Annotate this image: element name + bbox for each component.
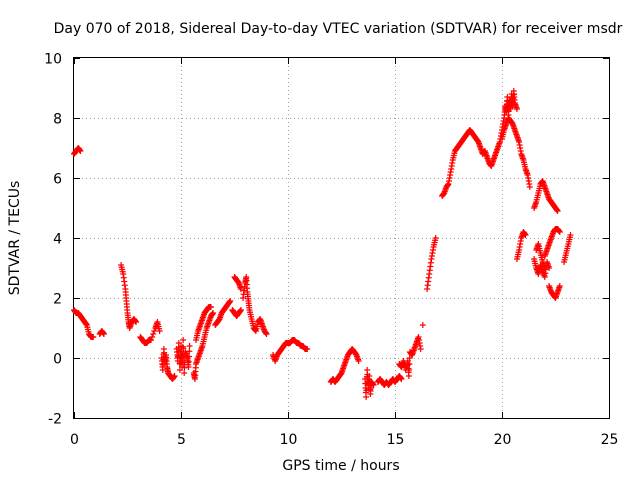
y-tick-label: 4 [53,232,62,248]
data-point [398,376,405,382]
data-point [149,334,156,340]
data-point [181,364,188,371]
y-tick-label: 10 [44,52,62,68]
data-point [304,346,311,352]
data-point [100,331,107,337]
y-axis-label: SDTVAR / TECUs [7,181,23,296]
data-point [567,232,574,238]
data-point [237,286,244,292]
data-point [419,322,426,328]
data-point [556,229,563,235]
data-point [180,337,187,343]
data-point [522,232,529,238]
data-point [156,328,163,334]
data-point [237,307,244,313]
data-point [133,319,140,325]
data-point [513,106,520,112]
data-point [526,184,533,190]
data-point [90,334,97,340]
data-point [263,331,270,337]
x-tick-label: 0 [70,432,79,448]
data-point [207,304,214,310]
data-point [406,367,413,373]
axis-ticks: 0 5 10 15 20 25 -2 0 2 4 6 8 10 [44,52,618,449]
y-tick-label: 2 [53,292,62,308]
y-tick-label: -2 [48,412,62,428]
data-points [71,88,574,400]
y-tick-label: 0 [53,352,62,368]
data-point [77,148,84,154]
data-point [432,235,439,241]
x-tick-label: 25 [601,432,619,448]
data-point [405,373,412,379]
data-point [151,328,158,334]
data-point [171,373,178,379]
data-point [363,394,370,400]
data-point [210,310,217,316]
data-point [227,298,234,304]
grid [74,58,609,418]
data-point [180,345,187,352]
data-point [406,361,413,367]
data-point [556,283,563,289]
data-point [541,265,548,271]
x-tick-label: 20 [494,432,512,448]
data-point [186,343,193,349]
x-tick-label: 15 [387,432,405,448]
plot-frame [73,57,610,419]
x-axis-label: GPS time / hours [282,458,399,474]
data-point [370,382,377,388]
data-point [181,370,188,376]
y-tick-label: 8 [53,112,62,128]
data-point [355,358,362,364]
data-point [185,364,192,370]
data-point [185,358,192,365]
data-point [186,348,193,355]
x-tick-label: 5 [177,432,186,448]
data-point [554,208,561,214]
data-point [148,337,155,343]
data-point [417,346,424,352]
chart-title: Day 070 of 2018, Sidereal Day-to-day VTE… [54,21,623,37]
x-tick-label: 10 [280,432,298,448]
y-tick-label: 6 [53,172,62,188]
data-point [186,353,193,360]
data-point [150,331,157,337]
